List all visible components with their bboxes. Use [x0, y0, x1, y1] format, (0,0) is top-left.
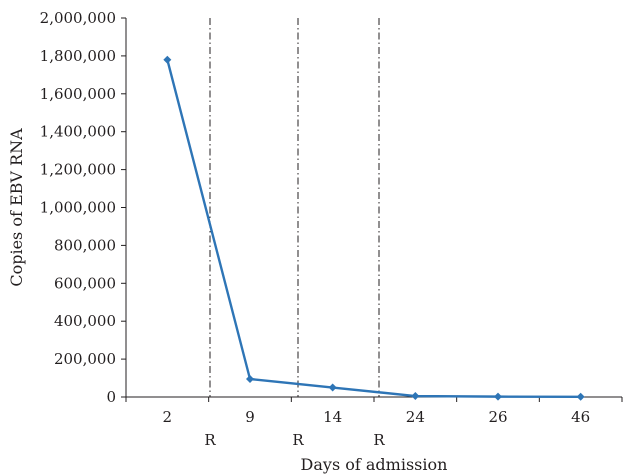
x-tick-label: 24: [406, 408, 425, 426]
reference-label: R: [292, 431, 304, 449]
data-point: [328, 383, 337, 392]
y-tick-label: 800,000: [54, 236, 116, 254]
y-tick-label: 1,600,000: [40, 85, 116, 103]
y-axis-ticks: 0 200,000 400,000 600,000 800,000 1,000,000 1,…: [40, 9, 126, 406]
x-tick-label: 14: [323, 408, 342, 426]
y-tick-label: 400,000: [54, 312, 116, 330]
y-tick-label: 600,000: [54, 274, 116, 292]
y-tick-label: 1,400,000: [40, 123, 116, 141]
series: [163, 55, 585, 401]
y-tick-label: 2,000,000: [40, 9, 116, 27]
x-tick-label: 9: [245, 408, 255, 426]
x-tick-label: 26: [488, 408, 507, 426]
y-axis-title: Copies of EBV RNA: [7, 128, 26, 287]
data-point: [246, 374, 254, 383]
reference-label: R: [373, 431, 385, 449]
series-line: [166, 59, 581, 399]
reference-label: R: [204, 431, 216, 449]
y-tick-label: 1,000,000: [40, 199, 116, 217]
y-tick-label: 0: [106, 388, 116, 406]
x-axis-ticks: 2 9 14 24 26 46: [125, 397, 623, 426]
y-tick-label: 200,000: [54, 350, 116, 368]
data-point: [411, 392, 420, 401]
data-point: [576, 392, 585, 401]
data-point: [163, 55, 172, 64]
y-tick-label: 1,800,000: [40, 47, 116, 65]
x-axis-title: Days of admission: [301, 455, 448, 474]
y-tick-label: 1,200,000: [40, 161, 116, 179]
data-point: [494, 392, 502, 401]
x-tick-label: 2: [163, 408, 173, 426]
x-tick-label: 46: [571, 408, 590, 426]
